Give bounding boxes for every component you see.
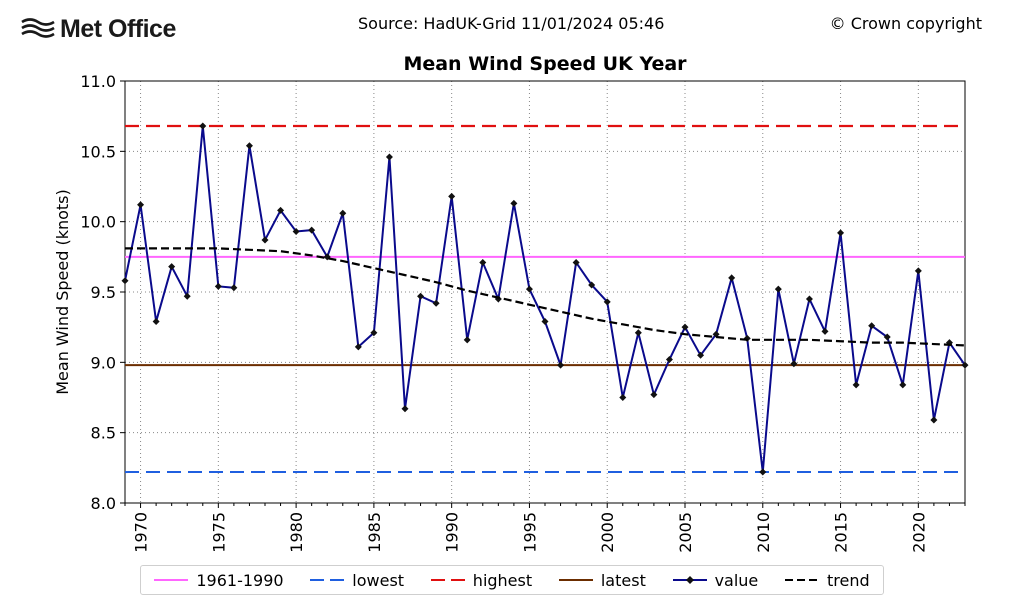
value-point	[292, 228, 300, 236]
value-point	[712, 330, 720, 338]
value-point	[308, 226, 316, 234]
value-point	[277, 206, 285, 214]
value-point	[557, 361, 565, 369]
legend-label-trend: trend	[826, 570, 870, 590]
value-point	[168, 263, 176, 271]
value-point	[339, 209, 347, 217]
value-point	[463, 336, 471, 344]
value-series-line	[124, 125, 966, 473]
y-tick-label: 9.5	[91, 283, 116, 302]
legend-label-lowest: lowest	[352, 570, 405, 590]
copyright-text: © Crown copyright	[829, 14, 982, 33]
legend-swatch-value	[672, 576, 707, 584]
y-tick-label: 10.0	[80, 213, 116, 232]
x-tick-label: 2005	[676, 512, 695, 553]
legend-item-trend: trend	[784, 570, 870, 590]
value-point	[634, 329, 642, 337]
value-point	[603, 298, 611, 306]
value-point	[774, 285, 782, 293]
y-tick-label: 8.5	[91, 424, 116, 443]
value-point	[261, 236, 269, 244]
value-point	[121, 277, 129, 285]
value-point	[728, 274, 736, 282]
value-point	[619, 394, 627, 401]
value-point	[152, 318, 160, 326]
value-point	[370, 329, 378, 337]
value-point	[899, 381, 907, 389]
x-tick-label: 1980	[287, 512, 306, 553]
value-point	[572, 258, 580, 266]
value-point	[961, 361, 969, 369]
value-point	[681, 323, 689, 331]
value-point	[541, 318, 549, 326]
trend-series-line	[125, 247, 966, 347]
value-point	[199, 122, 207, 130]
value-point	[183, 292, 191, 300]
legend-item-highest: highest	[430, 570, 533, 590]
value-point	[790, 360, 798, 368]
legend-swatch-lowest	[310, 579, 345, 581]
legend-item-value: value	[672, 570, 759, 590]
value-point	[417, 292, 425, 300]
legend-label-latest: latest	[600, 570, 646, 590]
logo-text: Met Office	[60, 14, 176, 43]
legend: 1961-1990 lowest highest latest value tr…	[140, 565, 884, 595]
value-point	[525, 285, 533, 293]
x-tick-label: 1975	[209, 512, 228, 553]
x-tick-label: 1970	[132, 512, 151, 553]
header: Met Office Source: HadUK-Grid 11/01/2024…	[0, 0, 1024, 50]
legend-swatch-latest	[558, 579, 593, 581]
value-point	[805, 295, 813, 303]
met-office-logo: Met Office	[20, 14, 176, 44]
x-tick-label: 1985	[365, 512, 384, 553]
x-tick-label: 2015	[832, 512, 851, 553]
y-tick-label: 11.0	[80, 72, 116, 91]
y-tick-label: 9.0	[91, 353, 116, 372]
legend-item-lowest: lowest	[310, 571, 404, 590]
value-point	[245, 142, 253, 150]
value-point	[354, 343, 362, 351]
x-tick-label: 2020	[909, 512, 928, 553]
legend-label-value: value	[714, 570, 759, 590]
y-tick-label: 10.5	[80, 142, 116, 161]
source-text: Source: HadUK-Grid 11/01/2024 05:46	[358, 14, 665, 33]
legend-swatch-trend	[784, 579, 819, 581]
value-point	[432, 299, 440, 307]
value-point	[837, 229, 845, 237]
value-point	[930, 416, 938, 424]
x-tick-label: 1990	[443, 512, 462, 553]
legend-swatch-baseline	[154, 579, 189, 581]
value-point	[510, 199, 518, 207]
value-point	[665, 356, 673, 364]
x-tick-label: 1995	[520, 512, 539, 553]
value-point	[385, 153, 393, 161]
chart-title: Mean Wind Speed UK Year	[403, 53, 687, 75]
value-point	[479, 258, 487, 266]
wave-logo-icon	[21, 18, 55, 38]
value-point	[852, 381, 860, 389]
value-point	[137, 201, 145, 209]
legend-label-baseline: 1961-1990	[196, 570, 284, 590]
value-point	[230, 284, 238, 292]
legend-item-baseline: 1961-1990	[154, 570, 284, 590]
value-point	[821, 327, 829, 335]
value-point	[868, 322, 876, 330]
y-axis-label: Mean Wind Speed (knots)	[53, 189, 72, 395]
value-point	[914, 267, 922, 275]
legend-label-highest: highest	[472, 570, 533, 590]
value-point	[214, 282, 222, 290]
y-tick-label: 8.0	[91, 494, 116, 513]
value-point	[650, 391, 658, 399]
value-point	[883, 333, 891, 341]
value-point	[448, 192, 456, 200]
legend-item-latest: latest	[558, 570, 646, 590]
x-tick-label: 2000	[598, 512, 617, 553]
legend-swatch-highest	[430, 579, 465, 581]
value-point	[588, 281, 596, 289]
value-point	[697, 351, 705, 359]
value-point	[759, 468, 767, 476]
x-tick-label: 2010	[754, 512, 773, 553]
value-point	[401, 405, 409, 413]
